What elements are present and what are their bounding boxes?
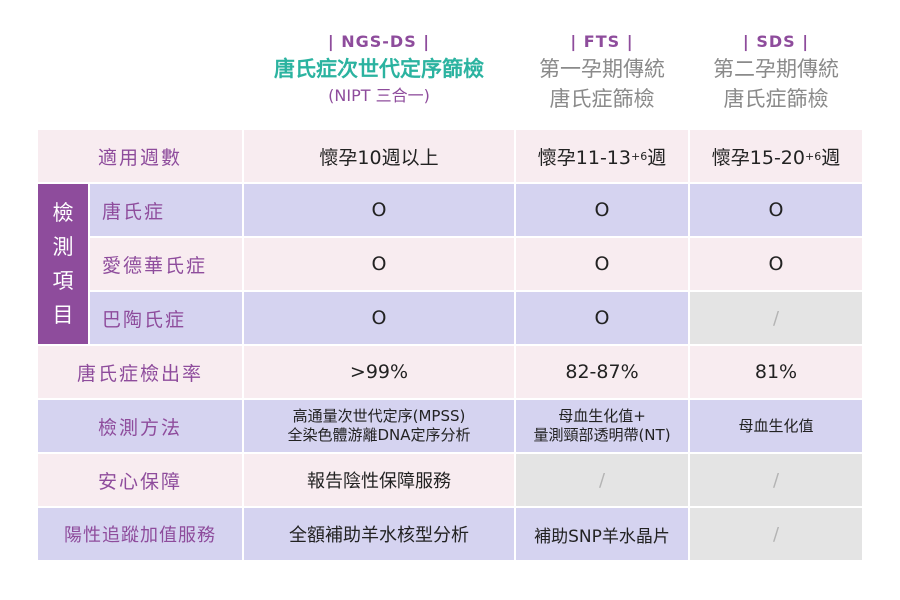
header-subtitle: 唐氏症篩檢	[723, 87, 829, 111]
cell-down-ngs: O	[244, 184, 514, 236]
cell-rate-fts: 82-87%	[516, 346, 688, 398]
cell-down-fts: O	[516, 184, 688, 236]
method-ngs-line: 全染色體游離DNA定序分析	[287, 426, 471, 444]
weeks-sds-sup: +6	[804, 149, 822, 163]
header-title: 第二孕期傳統	[713, 57, 839, 81]
cell-method-ngs: 高通量次世代定序(MPSS) 全染色體游離DNA定序分析	[244, 400, 514, 452]
cell-edwards-sds: O	[690, 238, 862, 290]
weeks-fts-sup: +6	[630, 149, 648, 163]
weeks-sds-end: 週	[821, 146, 841, 169]
cell-followup-ngs: 全額補助羊水核型分析	[244, 508, 514, 560]
cell-method-fts: 母血生化值+ 量測頸部透明帶(NT)	[516, 400, 688, 452]
detect-char: 檢	[52, 201, 74, 225]
detect-items-group-label: 檢 測 項 目	[38, 184, 88, 344]
header-ngs-ds: | NGS-DS | 唐氏症次世代定序篩檢 (NIPT 三合一)	[244, 32, 514, 108]
weeks-fts-base: 懷孕11-13	[537, 146, 631, 169]
weeks-fts-end: 週	[647, 146, 667, 169]
header-subtitle: (NIPT 三合一)	[328, 86, 430, 105]
cell-edwards-ngs: O	[244, 238, 514, 290]
header-tag: | SDS |	[742, 32, 810, 51]
cell-edwards-fts: O	[516, 238, 688, 290]
cell-assurance-fts: /	[516, 454, 688, 506]
cell-followup-fts: 補助SNP羊水晶片	[516, 508, 688, 560]
row-label-patau: 巴陶氏症	[90, 292, 242, 344]
cell-rate-sds: 81%	[690, 346, 862, 398]
row-label-weeks: 適用週數	[38, 130, 242, 182]
row-label-down: 唐氏症	[90, 184, 242, 236]
header-sds: | SDS | 第二孕期傳統 唐氏症篩檢	[690, 32, 862, 114]
header-tag: | NGS-DS |	[327, 32, 431, 51]
cell-method-sds: 母血生化值	[690, 400, 862, 452]
weeks-sds-base: 懷孕15-20	[711, 146, 805, 169]
method-fts-line: 母血生化值+	[558, 407, 646, 425]
header-title: 第一孕期傳統	[539, 57, 665, 81]
row-label-followup: 陽性追蹤加值服務	[38, 508, 242, 560]
row-label-edwards: 愛德華氏症	[90, 238, 242, 290]
cell-patau-fts: O	[516, 292, 688, 344]
cell-patau-ngs: O	[244, 292, 514, 344]
header-fts: | FTS | 第一孕期傳統 唐氏症篩檢	[516, 32, 688, 114]
header-title: 唐氏症次世代定序篩檢	[274, 57, 484, 81]
cell-followup-sds: /	[690, 508, 862, 560]
row-label-assurance: 安心保障	[38, 454, 242, 506]
header-tag: | FTS |	[570, 32, 634, 51]
detect-char: 項	[52, 269, 74, 293]
cell-assurance-ngs: 報告陰性保障服務	[244, 454, 514, 506]
header-subtitle: 唐氏症篩檢	[549, 87, 655, 111]
cell-weeks-fts: 懷孕11-13 +6 週	[516, 130, 688, 182]
row-label-rate: 唐氏症檢出率	[38, 346, 242, 398]
row-label-method: 檢測方法	[38, 400, 242, 452]
cell-rate-ngs: >99%	[244, 346, 514, 398]
cell-weeks-ngs: 懷孕10週以上	[244, 130, 514, 182]
cell-patau-sds: /	[690, 292, 862, 344]
method-ngs-line: 高通量次世代定序(MPSS)	[292, 407, 466, 425]
cell-down-sds: O	[690, 184, 862, 236]
cell-assurance-sds: /	[690, 454, 862, 506]
cell-weeks-sds: 懷孕15-20 +6 週	[690, 130, 862, 182]
detect-char: 測	[52, 235, 74, 259]
detect-char: 目	[52, 303, 74, 327]
method-fts-line: 量測頸部透明帶(NT)	[533, 426, 671, 444]
